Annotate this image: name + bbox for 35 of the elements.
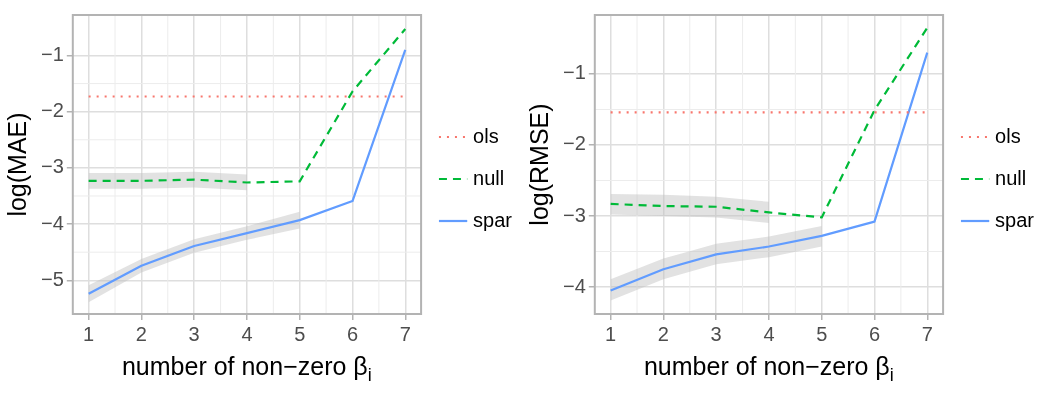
x-tick-label: 4 (241, 322, 253, 345)
x-tick-label: 5 (294, 322, 306, 345)
x-tick-label: 1 (605, 322, 617, 345)
y-tick-label: −2 (562, 132, 586, 155)
x-axis-title: number of non−zero β$_{i}$ (643, 352, 894, 386)
x-tick-label: 7 (921, 322, 933, 345)
y-tick-label: −4 (562, 274, 586, 297)
y-axis-title: log(MAE) (2, 112, 31, 217)
legend-label: spar (995, 208, 1035, 231)
x-tick-label: 1 (83, 322, 95, 345)
y-tick-label: −3 (562, 203, 586, 226)
legend-label: ols (995, 124, 1021, 147)
x-tick-label: 4 (763, 322, 775, 345)
x-tick-label: 6 (868, 322, 881, 345)
legend-label: spar (473, 208, 513, 231)
legend-label: ols (473, 124, 499, 147)
x-tick-label: 2 (657, 322, 669, 345)
y-tick-label: −3 (40, 155, 64, 178)
line-series (609, 26, 929, 219)
y-axis-title: log(RMSE) (524, 103, 553, 226)
x-tick-label: 6 (346, 322, 359, 345)
x-tick-label: 7 (399, 322, 411, 345)
y-tick-label: −2 (40, 99, 64, 122)
y-tick-label: −1 (562, 61, 586, 84)
legend-label: null (995, 166, 1027, 189)
y-tick-label: −5 (40, 267, 64, 290)
x-tick-label: 5 (816, 322, 828, 345)
x-axis-title: number of non−zero β$_{i}$ (121, 352, 372, 386)
y-tick-label: −1 (40, 42, 64, 65)
x-tick-label: 3 (188, 322, 200, 345)
x-tick-label: 2 (135, 322, 147, 345)
legend-label: null (473, 166, 505, 189)
x-tick-label: 3 (710, 322, 722, 345)
y-tick-label: −4 (40, 211, 64, 234)
line-series (87, 27, 407, 184)
